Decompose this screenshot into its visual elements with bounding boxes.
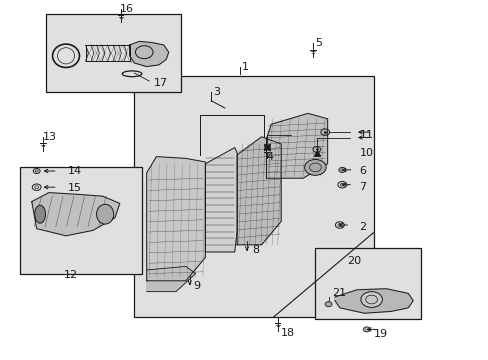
Text: 6: 6: [359, 166, 366, 176]
Polygon shape: [205, 148, 237, 252]
Polygon shape: [129, 41, 168, 67]
Ellipse shape: [35, 205, 45, 223]
Polygon shape: [266, 113, 327, 178]
Text: 2: 2: [359, 222, 366, 232]
Bar: [315, 248, 420, 319]
Text: 18: 18: [281, 328, 295, 338]
Polygon shape: [237, 137, 281, 245]
Circle shape: [363, 327, 369, 332]
Text: 15: 15: [67, 183, 81, 193]
Bar: [46, 14, 181, 92]
Text: 20: 20: [346, 256, 361, 266]
Text: 21: 21: [332, 288, 346, 298]
Text: 16: 16: [120, 4, 134, 14]
Polygon shape: [146, 157, 205, 281]
Circle shape: [360, 292, 382, 307]
Text: 19: 19: [373, 329, 387, 339]
Text: 5: 5: [315, 38, 322, 48]
Bar: [134, 76, 373, 317]
Polygon shape: [129, 44, 133, 62]
Text: 7: 7: [359, 182, 366, 192]
Text: 14: 14: [67, 166, 81, 176]
Circle shape: [304, 159, 325, 175]
Polygon shape: [334, 289, 412, 313]
Text: 11: 11: [359, 130, 373, 140]
Text: 13: 13: [43, 132, 57, 142]
Ellipse shape: [96, 204, 113, 224]
Text: 10: 10: [359, 148, 373, 158]
Text: 4: 4: [266, 152, 273, 162]
Polygon shape: [146, 266, 195, 292]
Circle shape: [325, 302, 331, 307]
Text: 1: 1: [242, 62, 248, 72]
Polygon shape: [32, 193, 120, 236]
Text: 3: 3: [212, 87, 219, 97]
Text: 12: 12: [63, 270, 78, 280]
Text: 17: 17: [154, 78, 168, 88]
Text: 9: 9: [193, 281, 200, 291]
Bar: [20, 167, 142, 274]
Text: 8: 8: [251, 245, 259, 255]
